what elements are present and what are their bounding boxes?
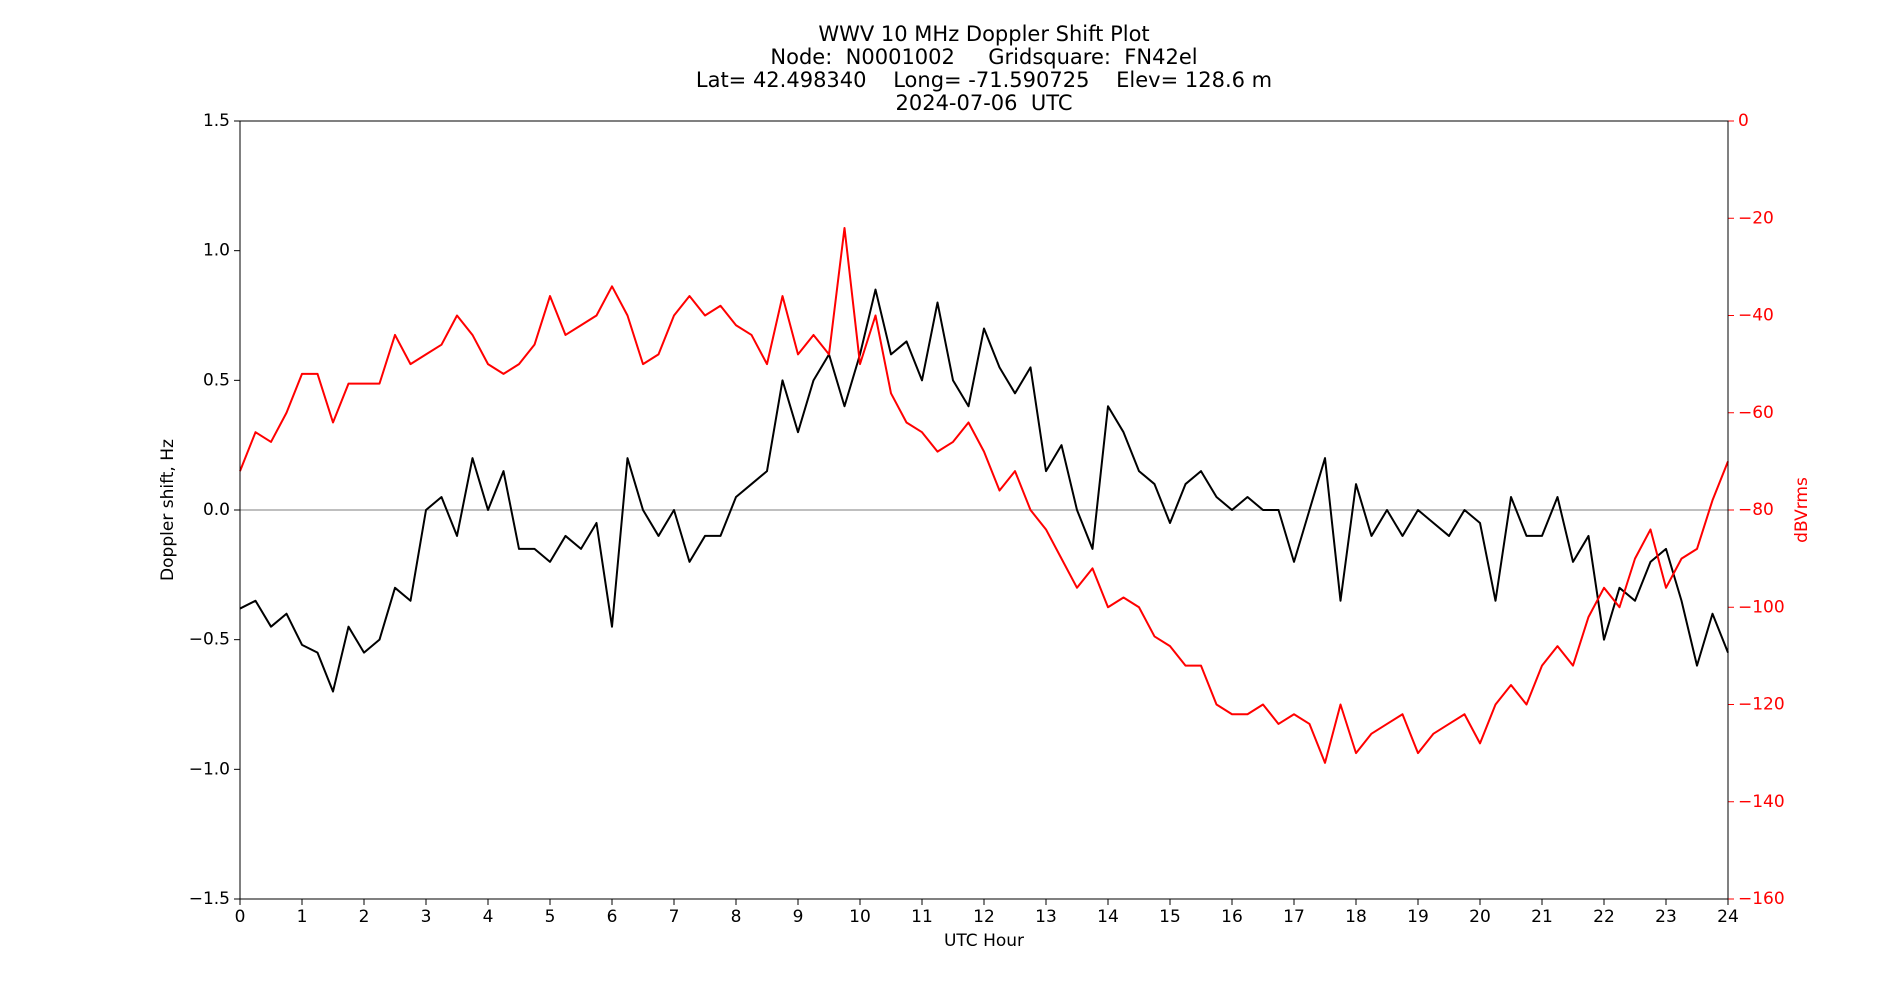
x-tick-label: 10 bbox=[849, 907, 871, 927]
x-tick-label: 1 bbox=[297, 907, 308, 927]
y2-tick-label: −20 bbox=[1738, 208, 1774, 228]
x-tick-label: 23 bbox=[1655, 907, 1677, 927]
chart-title: 2024-07-06 UTC bbox=[895, 91, 1072, 115]
x-tick-label: 18 bbox=[1345, 907, 1367, 927]
chart-title: Node: N0001002 Gridsquare: FN42el bbox=[770, 45, 1197, 69]
x-tick-label: 13 bbox=[1035, 907, 1057, 927]
y-tick-label: −1.0 bbox=[189, 759, 230, 779]
x-tick-label: 17 bbox=[1283, 907, 1305, 927]
x-tick-label: 14 bbox=[1097, 907, 1119, 927]
x-tick-label: 7 bbox=[669, 907, 680, 927]
y-tick-label: 1.5 bbox=[203, 111, 230, 131]
x-tick-label: 15 bbox=[1159, 907, 1181, 927]
x-tick-label: 12 bbox=[973, 907, 995, 927]
x-axis-label: UTC Hour bbox=[944, 931, 1024, 951]
y-tick-label: 1.0 bbox=[203, 241, 230, 261]
y-tick-label: 0.5 bbox=[203, 370, 230, 390]
series-line bbox=[239, 288, 1729, 693]
x-tick-label: 22 bbox=[1593, 907, 1615, 927]
y2-tick-label: −60 bbox=[1738, 403, 1774, 423]
y-tick-label: −1.5 bbox=[189, 889, 230, 909]
chart-title: Lat= 42.498340 Long= -71.590725 Elev= 12… bbox=[696, 68, 1272, 92]
y-tick-label: 0.0 bbox=[203, 500, 230, 520]
y2-tick-label: −100 bbox=[1738, 597, 1785, 617]
x-tick-label: 5 bbox=[545, 907, 556, 927]
y2-tick-label: −140 bbox=[1738, 792, 1785, 812]
y2-tick-label: 0 bbox=[1738, 111, 1749, 131]
x-tick-label: 6 bbox=[607, 907, 618, 927]
x-tick-label: 2 bbox=[359, 907, 370, 927]
y-tick-label: −0.5 bbox=[189, 630, 230, 650]
x-tick-label: 8 bbox=[731, 907, 742, 927]
y2-tick-label: −160 bbox=[1738, 889, 1785, 909]
x-tick-label: 20 bbox=[1469, 907, 1491, 927]
x-tick-label: 21 bbox=[1531, 907, 1553, 927]
x-tick-label: 3 bbox=[421, 907, 432, 927]
x-tick-label: 19 bbox=[1407, 907, 1429, 927]
x-tick-label: 0 bbox=[235, 907, 246, 927]
x-tick-label: 11 bbox=[911, 907, 933, 927]
x-tick-label: 24 bbox=[1717, 907, 1739, 927]
y-axis-label: Doppler shift, Hz bbox=[158, 439, 178, 581]
chart-title: WWV 10 MHz Doppler Shift Plot bbox=[818, 22, 1149, 46]
y2-axis-label: dBVrms bbox=[1792, 477, 1812, 543]
x-tick-label: 4 bbox=[483, 907, 494, 927]
plot-frame bbox=[239, 120, 1729, 900]
x-tick-label: 16 bbox=[1221, 907, 1243, 927]
y2-tick-label: −120 bbox=[1738, 695, 1785, 715]
series-line bbox=[239, 226, 1729, 764]
y2-tick-label: −80 bbox=[1738, 500, 1774, 520]
x-tick-label: 9 bbox=[793, 907, 804, 927]
y2-tick-label: −40 bbox=[1738, 306, 1774, 326]
